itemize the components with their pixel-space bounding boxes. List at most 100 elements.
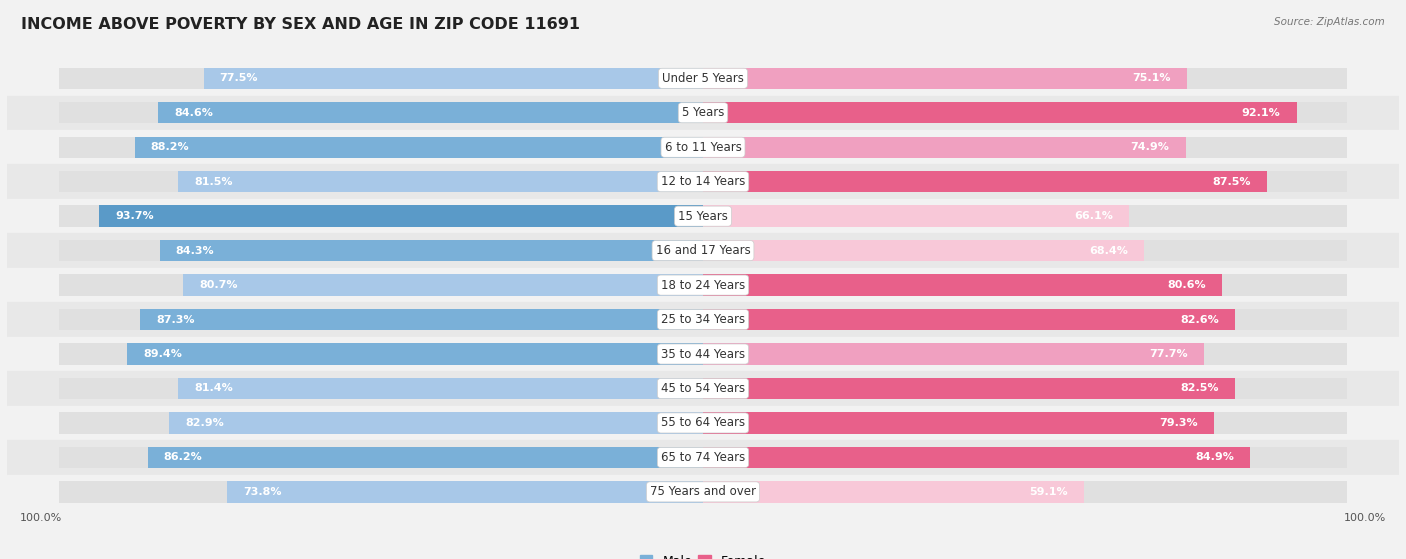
Bar (7, 406, 1399, 440)
Bar (7, 199, 1399, 234)
Bar (703, 481, 1084, 503)
Bar (59, 447, 703, 468)
Bar (59, 136, 703, 158)
Bar (703, 136, 1185, 158)
Text: 75 Years and over: 75 Years and over (650, 485, 756, 499)
Bar (135, 136, 703, 158)
Bar (59, 309, 703, 330)
Bar (703, 413, 1347, 434)
Text: 77.7%: 77.7% (1149, 349, 1188, 359)
Text: 81.4%: 81.4% (194, 383, 233, 394)
Text: 12 to 14 Years: 12 to 14 Years (661, 175, 745, 188)
Bar (7, 268, 1399, 302)
Text: 88.2%: 88.2% (150, 142, 190, 152)
Bar (703, 240, 1347, 261)
Text: 45 to 54 Years: 45 to 54 Years (661, 382, 745, 395)
Bar (204, 68, 703, 89)
Bar (7, 164, 1399, 199)
Text: 100.0%: 100.0% (20, 513, 62, 523)
Text: 65 to 74 Years: 65 to 74 Years (661, 451, 745, 464)
Bar (703, 309, 1236, 330)
Bar (59, 413, 703, 434)
Bar (179, 378, 703, 399)
Bar (127, 343, 703, 364)
Text: 80.7%: 80.7% (200, 280, 238, 290)
Text: Under 5 Years: Under 5 Years (662, 72, 744, 85)
Bar (183, 274, 703, 296)
Bar (7, 96, 1399, 130)
Bar (59, 171, 703, 192)
Text: 80.6%: 80.6% (1167, 280, 1206, 290)
Text: 100.0%: 100.0% (1344, 513, 1386, 523)
Text: 93.7%: 93.7% (115, 211, 153, 221)
Text: 68.4%: 68.4% (1088, 245, 1128, 255)
Text: Source: ZipAtlas.com: Source: ZipAtlas.com (1274, 17, 1385, 27)
Text: 6 to 11 Years: 6 to 11 Years (665, 141, 741, 154)
Bar (59, 68, 703, 89)
Bar (703, 378, 1347, 399)
Text: 82.5%: 82.5% (1180, 383, 1219, 394)
Text: 92.1%: 92.1% (1241, 108, 1281, 118)
Bar (100, 206, 703, 227)
Bar (703, 481, 1347, 503)
Text: 25 to 34 Years: 25 to 34 Years (661, 313, 745, 326)
Bar (703, 309, 1347, 330)
Bar (7, 337, 1399, 371)
Text: 74.9%: 74.9% (1130, 142, 1170, 152)
Text: 18 to 24 Years: 18 to 24 Years (661, 278, 745, 292)
Bar (703, 447, 1347, 468)
Text: 15 Years: 15 Years (678, 210, 728, 222)
Bar (703, 68, 1187, 89)
Bar (7, 440, 1399, 475)
Bar (7, 475, 1399, 509)
Text: 5 Years: 5 Years (682, 106, 724, 119)
Text: 89.4%: 89.4% (143, 349, 181, 359)
Bar (157, 102, 703, 124)
Text: 87.5%: 87.5% (1212, 177, 1251, 187)
Bar (59, 378, 703, 399)
Text: 16 and 17 Years: 16 and 17 Years (655, 244, 751, 257)
Bar (703, 102, 1347, 124)
Bar (703, 274, 1222, 296)
Bar (169, 413, 703, 434)
Bar (703, 447, 1250, 468)
Bar (703, 136, 1347, 158)
Text: 87.3%: 87.3% (156, 315, 195, 325)
Text: 73.8%: 73.8% (243, 487, 283, 497)
Bar (703, 206, 1129, 227)
Bar (228, 481, 703, 503)
Bar (7, 302, 1399, 337)
Bar (703, 343, 1204, 364)
Bar (703, 171, 1347, 192)
Bar (703, 240, 1144, 261)
Bar (703, 68, 1347, 89)
Bar (59, 274, 703, 296)
Text: 84.9%: 84.9% (1195, 452, 1234, 462)
Bar (141, 309, 703, 330)
Text: 55 to 64 Years: 55 to 64 Years (661, 416, 745, 429)
Text: 59.1%: 59.1% (1029, 487, 1067, 497)
Text: 75.1%: 75.1% (1132, 73, 1171, 83)
Text: 86.2%: 86.2% (163, 452, 202, 462)
Bar (59, 343, 703, 364)
Bar (7, 130, 1399, 164)
Text: 79.3%: 79.3% (1160, 418, 1198, 428)
Bar (59, 481, 703, 503)
Text: 84.6%: 84.6% (174, 108, 212, 118)
Bar (177, 171, 703, 192)
Text: 82.9%: 82.9% (184, 418, 224, 428)
Bar (703, 206, 1347, 227)
Bar (59, 206, 703, 227)
Bar (7, 371, 1399, 406)
Legend: Male, Female: Male, Female (640, 555, 766, 559)
Bar (703, 413, 1213, 434)
Bar (7, 61, 1399, 96)
Bar (160, 240, 703, 261)
Text: 84.3%: 84.3% (176, 245, 215, 255)
Bar (703, 171, 1267, 192)
Bar (59, 102, 703, 124)
Bar (148, 447, 703, 468)
Text: 77.5%: 77.5% (219, 73, 259, 83)
Bar (59, 240, 703, 261)
Bar (703, 102, 1296, 124)
